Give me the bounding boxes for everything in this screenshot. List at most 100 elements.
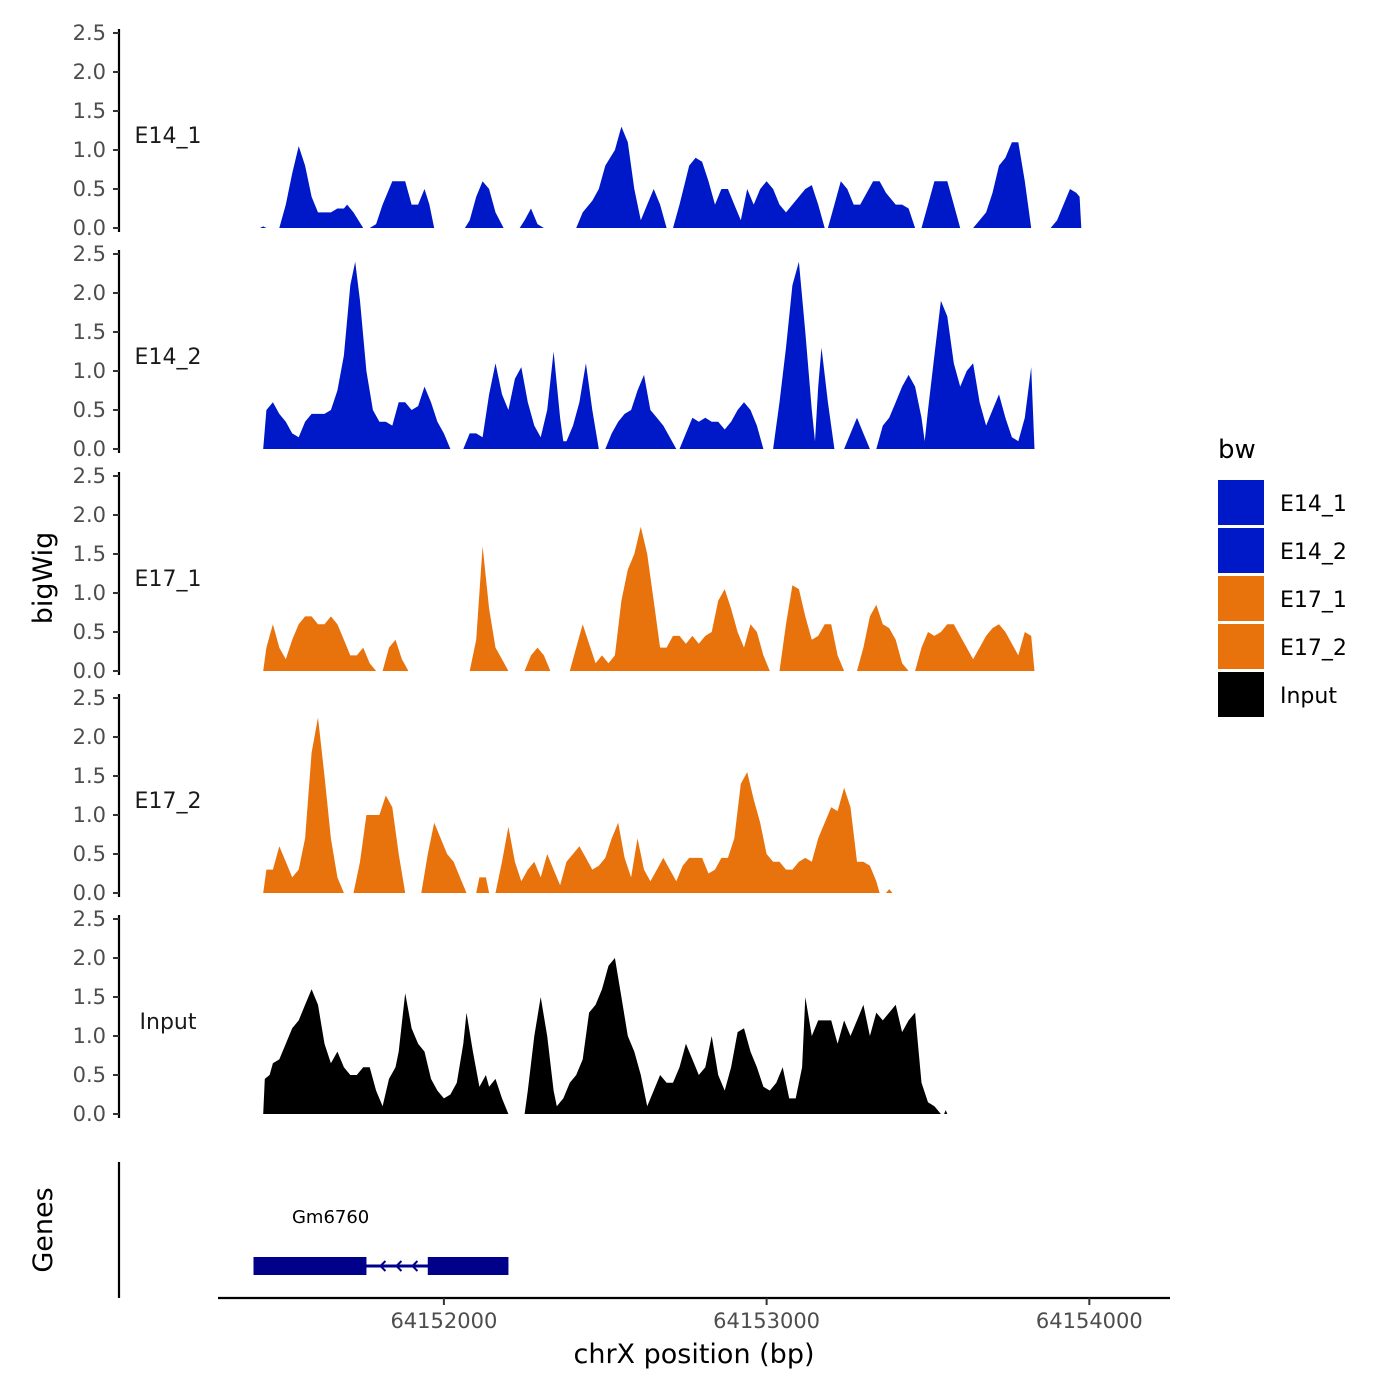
signal-area-E14_2 [844,417,870,449]
signal-area-E17_2 [495,772,880,893]
genes-panel: Gm6760 [117,1162,509,1298]
y-tick-label: 0.0 [73,216,106,240]
y-tick-label: 0.5 [73,1063,106,1087]
x-axis-title: chrX position (bp) [573,1339,814,1370]
y-tick-label: 1.5 [73,99,106,123]
legend: bw E14_1 E14_2 E17_1 E17_2 Input [1218,435,1347,717]
track-Input: 0.0 0.5 1.0 1.5 2.0 2.5 Input [73,907,948,1126]
y-tick-label: 0.0 [73,1102,106,1126]
y-tick-label: 0.0 [73,881,106,905]
signal-area-E14_1 [1050,189,1082,228]
signal-area-Input [944,1110,948,1114]
signal-area-E14_1 [973,142,1032,228]
y-tick-label: 1.0 [73,581,106,605]
y-tick-label: 0.0 [73,437,106,461]
legend-label: E17_2 [1280,636,1347,661]
signal-area-E17_2 [476,877,490,893]
y-tick-label: 1.0 [73,1024,106,1048]
signal-area-E14_2 [463,351,599,449]
signal-area-E14_1 [279,146,364,228]
signal-area-E14_2 [876,300,1035,449]
signal-area-E17_1 [469,546,509,671]
gene-exon [253,1257,367,1275]
y-tick-label: 1.5 [73,764,106,788]
signal-area-E14_1 [260,226,267,228]
y-tick-label: 1.5 [73,985,106,1009]
y-tick-label: 2.0 [73,725,106,749]
y-tick-label: 2.5 [73,21,106,45]
y-axis-title: bigWig [28,532,59,625]
strand-arrow-icon [411,1260,419,1272]
signal-area-E17_2 [421,822,467,893]
gene-label: Gm6760 [292,1207,369,1228]
x-axis: 64152000 64153000 64154000 [218,1296,1170,1333]
x-tick-label: 64154000 [1036,1309,1143,1333]
signal-area-E14_1 [464,181,504,228]
x-tick-label: 64152000 [390,1309,497,1333]
track-E14_1: 0.0 0.5 1.0 1.5 2.0 2.5 E14_1 [73,21,1082,240]
y-tick-label: 2.5 [73,242,106,266]
strand-arrow-icon [395,1260,403,1272]
y-tick-label: 2.5 [73,686,106,710]
y-tick-label: 1.5 [73,542,106,566]
tracks-group: 0.0 0.5 1.0 1.5 2.0 2.5 E14_1 0.0 0.5 1.0 1.5 2.0 2.… [73,21,1082,1126]
gene-exon [427,1257,509,1275]
y-tick-label: 2.0 [73,946,106,970]
track-label: E14_1 [135,124,202,149]
legend-swatch [1218,624,1264,669]
track-label: E17_1 [135,567,202,592]
signal-area-E14_1 [576,126,667,228]
signal-area-E17_1 [524,647,551,671]
signal-area-E17_1 [382,639,409,671]
track-label: E14_2 [135,345,202,370]
legend-swatch [1218,480,1264,525]
y-tick-label: 1.0 [73,138,106,162]
track-label: Input [140,1010,197,1035]
legend-label: E17_1 [1280,588,1347,613]
signal-area-E14_1 [519,208,544,228]
gene-Gm6760: Gm6760 [253,1207,509,1275]
y-tick-label: 2.5 [73,907,106,931]
signal-area-E14_1 [921,181,961,228]
y-tick-label: 0.0 [73,659,106,683]
signal-area-Input [263,989,509,1114]
signal-area-E14_2 [263,261,451,449]
signal-area-E17_1 [263,616,377,671]
y-tick-label: 2.0 [73,503,106,527]
legend-label: E14_1 [1280,492,1347,517]
signal-area-E17_1 [915,624,1035,671]
y-tick-label: 1.0 [73,803,106,827]
signal-area-E14_2 [679,402,764,449]
signal-area-E17_2 [263,717,344,893]
legend-label: Input [1280,684,1337,709]
strand-arrow-icon [379,1260,387,1272]
legend-swatch [1218,672,1264,717]
legend-title: bw [1218,435,1256,465]
signal-area-E17_1 [569,526,770,671]
track-E17_2: 0.0 0.5 1.0 1.5 2.0 2.5 E17_2 [73,686,893,905]
signal-area-Input [524,958,941,1114]
signal-area-E14_2 [773,261,835,449]
legend-swatch [1218,576,1264,621]
signal-area-E14_2 [605,374,677,449]
signal-area-E17_1 [857,604,909,671]
track-label: E17_2 [135,789,202,814]
y-tick-label: 2.0 [73,281,106,305]
y-tick-label: 1.5 [73,320,106,344]
signal-area-E17_2 [353,795,406,893]
track-E14_2: 0.0 0.5 1.0 1.5 2.0 2.5 E14_2 [73,242,1035,461]
signal-area-E14_1 [369,181,435,228]
y-tick-label: 0.5 [73,842,106,866]
legend-swatch [1218,528,1264,573]
signal-area-E17_2 [886,889,893,893]
signal-area-E14_1 [673,157,825,228]
signal-area-E14_1 [827,181,916,228]
y-tick-label: 2.0 [73,60,106,84]
x-tick-label: 64153000 [713,1309,820,1333]
y-tick-label: 2.5 [73,464,106,488]
signal-area-E17_1 [779,585,845,671]
legend-label: E14_2 [1280,540,1347,565]
genes-axis-title: Genes [28,1187,59,1272]
track-E17_1: 0.0 0.5 1.0 1.5 2.0 2.5 E17_1 [73,464,1035,683]
